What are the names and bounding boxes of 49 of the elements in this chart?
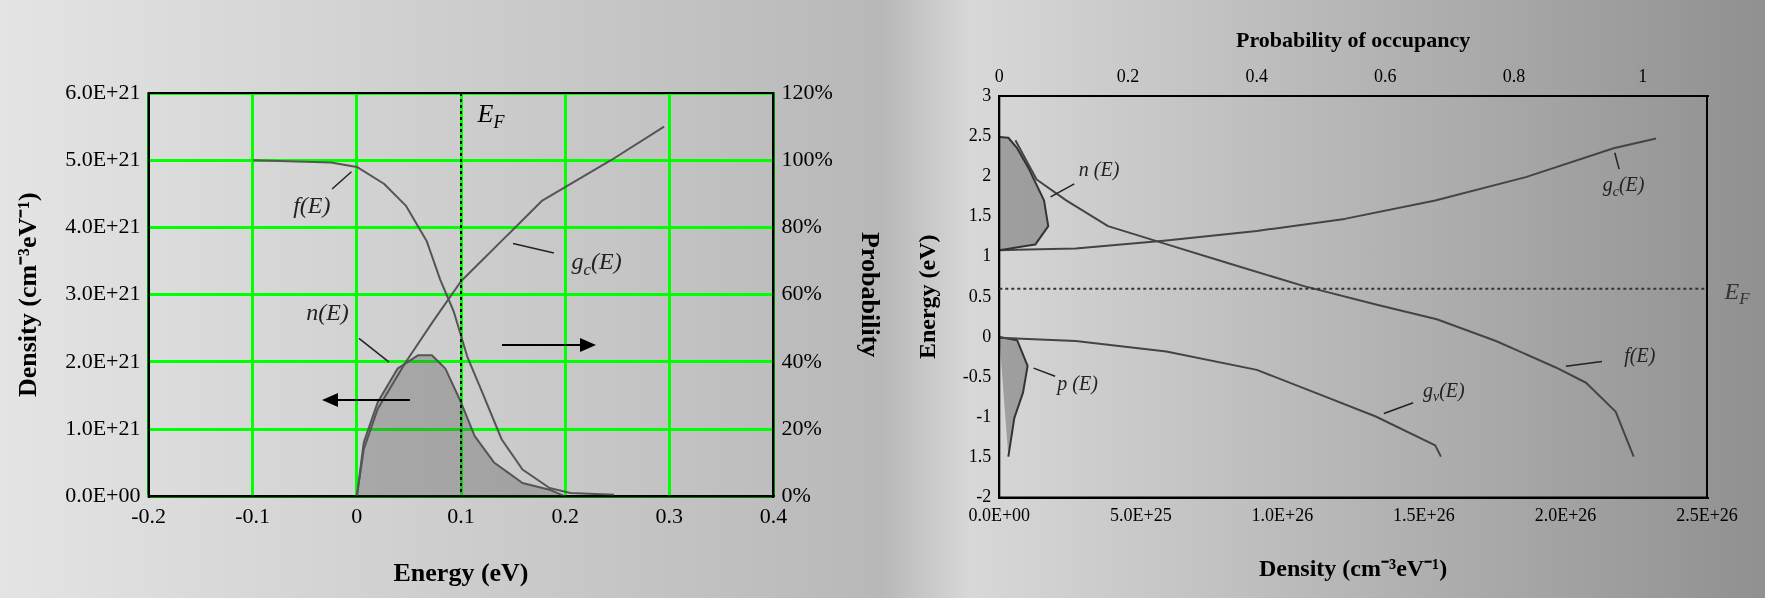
y2-tick-label: 100% xyxy=(781,146,833,172)
y-tick-label: -2 xyxy=(976,486,992,507)
y2-tick-label: 80% xyxy=(781,213,822,239)
x-tick-label: 0.1 xyxy=(447,503,475,529)
y-tick-label: 4.0E+21 xyxy=(65,213,141,239)
x-tick-label: 0.2 xyxy=(551,503,579,529)
y2-tick-label: 120% xyxy=(781,78,833,104)
y-tick-label: 6.0E+21 xyxy=(65,78,141,104)
x-axis-title: Energy (eV) xyxy=(393,558,529,588)
x2-tick-label: 1 xyxy=(1638,65,1648,86)
y2-axis-title: Probability xyxy=(855,232,885,358)
y-tick-label: 5.0E+21 xyxy=(65,146,141,172)
series-label: f(E) xyxy=(293,192,331,219)
x-tick-label: 5.0E+25 xyxy=(1110,505,1172,526)
y-tick-label: 1.0E+21 xyxy=(65,414,141,440)
y2-tick-label: 60% xyxy=(781,280,822,306)
y-tick-label: 1.5 xyxy=(968,446,992,467)
x-tick-label: 1.5E+26 xyxy=(1393,505,1455,526)
y-tick-label: -0.5 xyxy=(962,365,992,386)
y-tick-label: 1 xyxy=(982,245,992,266)
x-tick-label: 2.0E+26 xyxy=(1534,505,1597,526)
y-tick-label: 3 xyxy=(982,84,992,105)
x-axis-title: Density (cm⁻³eV⁻¹) xyxy=(1258,554,1448,581)
x2-tick-label: 0.6 xyxy=(1374,65,1397,86)
y-tick-label: 2 xyxy=(982,165,992,186)
y-tick-label: 0 xyxy=(982,325,992,346)
x-tick-label: -0.1 xyxy=(235,503,271,529)
x2-tick-label: 0.8 xyxy=(1502,65,1526,86)
y-tick-label: 2.0E+21 xyxy=(65,347,141,373)
text: n(E) xyxy=(306,298,349,325)
x2-tick-label: 0.2 xyxy=(1116,65,1140,86)
y-tick-label: 0.5 xyxy=(968,285,992,306)
x2-tick-label: 0.4 xyxy=(1245,65,1268,86)
y-tick-label: -1 xyxy=(976,406,992,427)
y-tick-label: 2.5 xyxy=(968,124,992,145)
x-tick-label: 2.5E+26 xyxy=(1676,505,1738,526)
x-tick-label: 1.0E+26 xyxy=(1251,505,1314,526)
series-label: f(E) xyxy=(1624,343,1656,367)
y-axis-title: Energy (eV) xyxy=(913,234,940,360)
x2-axis-title: Probability of occupancy xyxy=(1236,26,1471,52)
y-tick-label: 1.5 xyxy=(968,205,992,226)
y-tick-label: 3.0E+21 xyxy=(65,280,141,306)
x-tick-label: 0.3 xyxy=(655,503,684,529)
y2-tick-label: 40% xyxy=(781,347,822,373)
y-axis-title: Density (cm⁻³eV⁻¹) xyxy=(13,192,43,398)
x-tick-label: 0 xyxy=(351,503,363,529)
series-label: p (E) xyxy=(1055,372,1099,396)
y2-tick-label: 20% xyxy=(781,414,822,440)
text: n (E) xyxy=(1078,157,1120,181)
